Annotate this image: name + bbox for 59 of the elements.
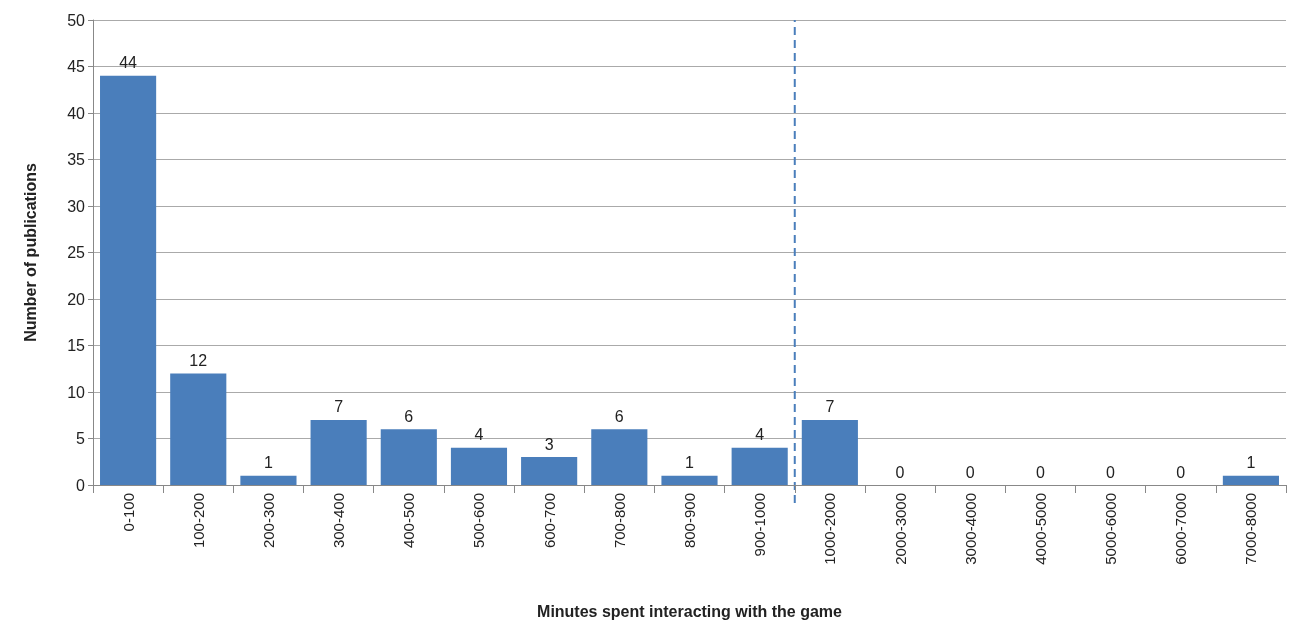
- data-label: 44: [119, 54, 138, 72]
- y-tick-label: 25: [67, 244, 86, 261]
- y-tick-label: 50: [67, 11, 86, 29]
- x-tick-label: 300-400: [330, 493, 348, 549]
- bar: [380, 429, 437, 485]
- y-tick-label: 40: [67, 104, 86, 122]
- x-tick-label: 800-900: [681, 493, 698, 549]
- bar: [100, 75, 157, 485]
- y-tick-label: 15: [67, 337, 86, 354]
- x-tick-label: 4000-5000: [1031, 493, 1049, 565]
- bar: [591, 429, 648, 485]
- x-tick-label: 3000-4000: [961, 493, 979, 565]
- data-label: 0: [965, 463, 975, 481]
- bar: [170, 373, 227, 485]
- x-tick-label: 5000-6000: [1102, 493, 1120, 565]
- x-tick-label: 500-600: [470, 493, 488, 549]
- y-tick-label: 20: [67, 290, 86, 308]
- data-label: 0: [1176, 463, 1186, 481]
- data-label: 1: [263, 454, 273, 472]
- x-tick-label: 1000-2000: [821, 493, 839, 565]
- data-label: 1: [685, 454, 695, 472]
- bar: [731, 447, 788, 485]
- data-label: 7: [825, 398, 835, 416]
- data-label: 6: [404, 407, 414, 425]
- y-tick-label: 5: [76, 430, 86, 447]
- bar: [1222, 475, 1279, 485]
- bar: [310, 419, 367, 485]
- data-label: 7: [334, 398, 344, 416]
- x-tick-label: 100-200: [189, 493, 207, 549]
- data-label: 0: [895, 463, 905, 481]
- data-label: 12: [189, 351, 208, 369]
- y-tick-label: 30: [67, 197, 86, 215]
- x-tick-label: 400-500: [400, 493, 418, 549]
- x-tick-label: 900-1000: [751, 493, 769, 557]
- bar: [240, 475, 297, 485]
- y-tick-label: 0: [76, 476, 86, 494]
- x-tick-label: 7000-8000: [1242, 493, 1260, 565]
- x-tick-label: 700-800: [610, 493, 628, 549]
- y-tick-label: 35: [67, 151, 86, 168]
- x-axis-title: Minutes spent interacting with the game: [537, 602, 843, 620]
- bar: [661, 475, 718, 485]
- data-label: 6: [614, 407, 624, 425]
- y-axis-title: Number of publications: [21, 163, 39, 342]
- bar: [801, 419, 858, 485]
- x-tick-label: 600-700: [540, 493, 558, 549]
- data-label: 4: [474, 426, 484, 444]
- x-tick-label: 6000-7000: [1172, 493, 1190, 565]
- data-label: 4: [755, 426, 765, 444]
- data-label: 0: [1106, 463, 1116, 481]
- data-label: 3: [544, 435, 554, 453]
- x-tick-label: 2000-3000: [891, 493, 909, 565]
- data-label: 0: [1035, 463, 1045, 481]
- y-tick-label: 45: [67, 58, 86, 75]
- bar: [521, 457, 578, 485]
- x-tick-label: 200-300: [259, 493, 277, 549]
- x-tick-label: 0-100: [119, 493, 137, 532]
- bar: [450, 447, 508, 485]
- y-tick-label: 10: [67, 383, 86, 401]
- data-label: 1: [1246, 454, 1256, 472]
